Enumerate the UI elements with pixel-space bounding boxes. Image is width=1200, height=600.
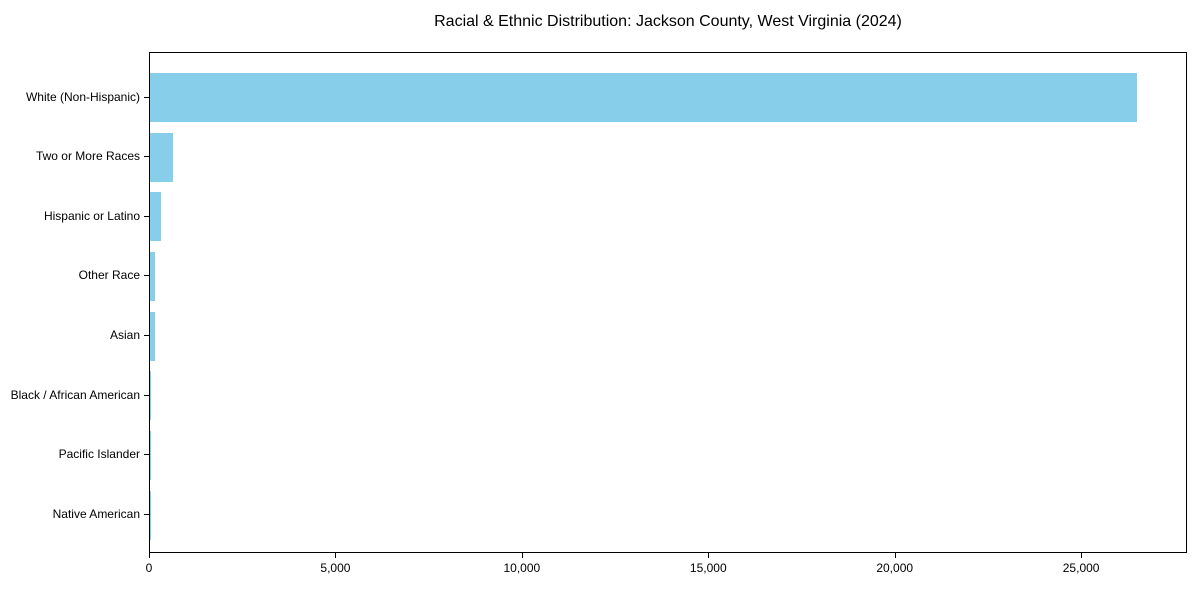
xtick-label-20000: 20,000 [876, 561, 914, 575]
ytick-mark [144, 335, 149, 337]
ytick-label-other-race: Other Race [78, 268, 140, 283]
ytick-label-native-american: Native American [52, 507, 140, 521]
bar-two-or-more-races [150, 132, 173, 182]
bar-asian [150, 311, 155, 361]
ytick-label-two-or-more-races: Two or More Races [35, 149, 140, 164]
bar-black-african-american [150, 371, 152, 421]
ytick-mark [144, 394, 149, 396]
xtick-mark [335, 553, 337, 558]
ytick-label-white-non-hispanic: White (Non-Hispanic) [25, 89, 140, 104]
xtick-mark [708, 553, 710, 558]
ytick-label-hispanic-or-latino: Hispanic or Latino [43, 208, 140, 223]
bar-white-non-hispanic [150, 73, 1137, 122]
xtick-mark [1081, 553, 1083, 558]
ytick-mark [144, 514, 149, 515]
bar-other-race [150, 251, 155, 301]
ytick-mark [144, 215, 149, 217]
ytick-mark [144, 275, 149, 277]
xtick-label-15000: 15,000 [689, 561, 727, 575]
ytick-mark [144, 156, 149, 158]
bar-hispanic-or-latino [150, 192, 162, 242]
xtick-label-25000: 25,000 [1062, 561, 1100, 575]
ytick-label-asian: Asian [109, 328, 140, 343]
xtick-mark [149, 553, 150, 558]
xtick-label-5000: 5,000 [320, 561, 351, 575]
xtick-mark [894, 553, 896, 558]
ytick-mark [144, 454, 149, 456]
ytick-label-black-african-american: Black / African American [10, 387, 140, 402]
plot-area [149, 52, 1187, 553]
xtick-label-10000: 10,000 [503, 561, 541, 575]
ytick-label-pacific-islander: Pacific Islander [58, 447, 140, 462]
xtick-mark [521, 553, 523, 558]
chart-title: Racial & Ethnic Distribution: Jackson Co… [434, 13, 902, 30]
xtick-label-0: 0 [145, 561, 153, 575]
ytick-mark [144, 96, 149, 98]
